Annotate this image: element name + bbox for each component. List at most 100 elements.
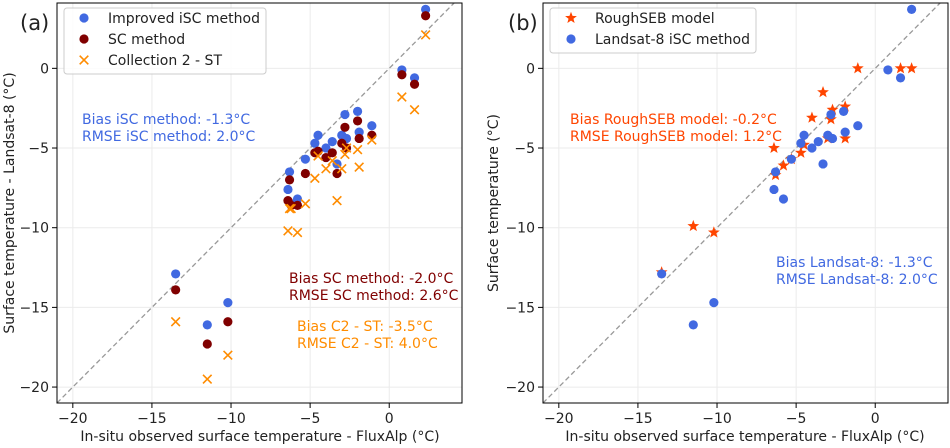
panel-a: −20 −15 −10 −5 0 −20 −15 −10 −5 0 (a) Improved i… xyxy=(2,2,463,445)
landsat-8-isc-method-point xyxy=(657,269,667,279)
y-axis-label-a: Surface temperature - Landsat-8 (°C) xyxy=(2,72,18,333)
collection-2-st-point xyxy=(354,162,365,173)
x-tick-label: −10 xyxy=(702,411,732,427)
panel-label-b: (b) xyxy=(508,11,538,35)
axes-frame-a xyxy=(56,2,463,404)
panel-b: −20 −15 −10 −5 0 −20 −15 −10 −5 0 (b) RoughSEB m… xyxy=(486,2,949,445)
x-axis-label-a: In-situ observed surface temperature - F… xyxy=(80,429,439,444)
collection-2-st-point xyxy=(284,203,295,214)
collection-2-st-point xyxy=(202,374,213,384)
roughseb-model-point xyxy=(851,62,864,74)
landsat-8-isc-method-point xyxy=(778,194,789,204)
collection-2-st-point xyxy=(300,198,311,209)
x-ticks-b: −20 −15 −10 −5 0 xyxy=(544,403,880,427)
roughseb-model-point xyxy=(839,100,852,112)
improved-isc-method-point xyxy=(367,121,377,131)
collection-2-st-point xyxy=(397,92,407,102)
improved-isc-method-point xyxy=(202,320,212,330)
x-tick-label: −20 xyxy=(544,411,574,427)
landsat-8-isc-method-point xyxy=(838,106,849,116)
improved-isc-method-point xyxy=(352,106,363,116)
legend-markers-b xyxy=(565,11,577,44)
roughseb-model-point xyxy=(768,141,780,154)
y-tick-label: −10 xyxy=(505,221,535,237)
x-tick-label: −15 xyxy=(623,411,653,427)
improved-isc-method-point xyxy=(340,109,350,120)
collection-2-st-point xyxy=(170,316,181,327)
improved-isc-method-point xyxy=(292,194,303,204)
y-axis-label-b: Surface temperature (°C) xyxy=(486,114,502,292)
landsat-8-isc-method-point xyxy=(895,73,906,83)
landsat-8-isc-method-point xyxy=(826,109,836,120)
sc-method-point xyxy=(397,70,407,80)
collection-2-st-point xyxy=(366,135,377,145)
annotation-bias-isc: Bias iSC method: -1.3°C xyxy=(82,112,250,128)
y-tick-label: −5 xyxy=(514,141,535,157)
collection-2-st-point xyxy=(283,226,293,236)
roughseb-model-point xyxy=(794,146,807,158)
improved-isc-method-point xyxy=(321,143,331,153)
legend-label-improved-isc: Improved iSC method xyxy=(108,11,260,27)
collection-2-st-point xyxy=(336,163,347,174)
scatter-marks-b xyxy=(655,4,918,330)
sc-method-point xyxy=(354,133,364,144)
legend-label-c2-st: Collection 2 - ST xyxy=(108,53,222,69)
collection-2-st-point xyxy=(332,195,342,206)
legend-box-b xyxy=(549,7,757,54)
roughseb-model-point xyxy=(687,219,700,232)
identity-line-b xyxy=(542,2,941,404)
landsat-8-isc-method-point xyxy=(827,133,838,144)
improved-isc-method-point xyxy=(300,154,310,164)
y-tick-label: −15 xyxy=(19,300,49,316)
scatter-marks-a xyxy=(170,4,431,384)
landsat-8-isc-method-point xyxy=(770,167,781,177)
legend-marker-collection-2-st xyxy=(79,55,89,65)
x-tick-label: −15 xyxy=(137,411,167,427)
grid-b xyxy=(543,3,948,403)
annotation-bias-sc: Bias SC method: -2.0°C xyxy=(289,271,453,287)
x-tick-label: −20 xyxy=(58,411,88,427)
roughseb-model-point xyxy=(806,111,818,123)
sc-method-point xyxy=(367,130,377,140)
sc-method-point xyxy=(171,285,181,295)
landsat-8-isc-method-point xyxy=(709,298,719,308)
sc-method-point xyxy=(202,339,212,349)
roughseb-model-point xyxy=(894,62,907,74)
roughseb-model-point xyxy=(826,103,839,115)
collection-2-st-point xyxy=(327,155,338,166)
landsat-8-isc-method-point xyxy=(883,65,893,75)
collection-2-st-point xyxy=(310,173,320,184)
improved-isc-method-point xyxy=(409,73,420,83)
y-tick-label: −15 xyxy=(505,300,535,316)
landsat-8-isc-method-point xyxy=(796,138,806,148)
sc-method-point xyxy=(223,317,233,327)
panel-label-a: (a) xyxy=(20,11,49,35)
legend-marker-landsat-8-isc-method xyxy=(566,34,576,44)
landsat-8-isc-method-point xyxy=(799,130,809,140)
y-tick-label: −20 xyxy=(19,380,49,396)
collection-2-st-point xyxy=(313,151,323,161)
annotation-bias-roughseb: Bias RoughSEB model: -0.2°C xyxy=(570,112,777,128)
roughseb-model-point xyxy=(777,159,790,171)
collection-2-st-point xyxy=(420,30,431,40)
landsat-8-isc-method-point xyxy=(769,184,779,195)
improved-isc-method-point xyxy=(223,298,233,308)
roughseb-model-point xyxy=(839,132,852,144)
landsat-8-isc-method-point xyxy=(853,121,863,131)
x-tick-label: 0 xyxy=(871,411,880,427)
collection-2-st-point xyxy=(292,227,303,238)
y-tick-label: −5 xyxy=(28,141,49,157)
legend-markers-a xyxy=(79,13,89,65)
y-tick-label: −20 xyxy=(505,380,535,396)
collection-2-st-point xyxy=(321,163,331,174)
sc-method-point xyxy=(300,168,310,179)
axes-frame-b xyxy=(542,2,949,404)
x-tick-label: −5 xyxy=(300,411,321,427)
landsat-8-isc-method-point xyxy=(818,159,828,169)
legend-label-sc: SC method xyxy=(108,32,185,48)
x-tick-label: 0 xyxy=(385,411,394,427)
identity-line-a xyxy=(56,2,455,404)
legend-marker-improved-isc-method xyxy=(79,13,89,23)
legend-box-a xyxy=(63,7,267,75)
